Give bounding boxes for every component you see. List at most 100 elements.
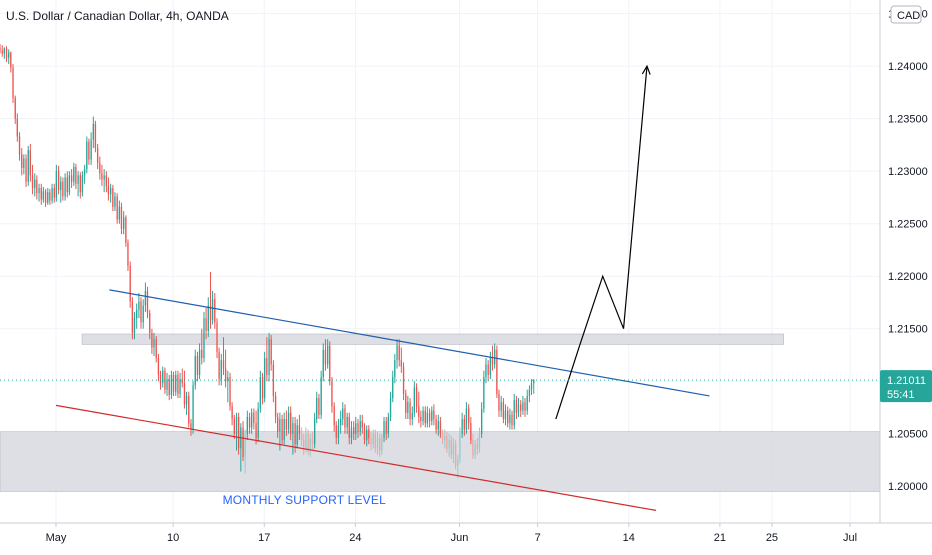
candle-down <box>270 339 272 365</box>
candle-up <box>192 385 194 430</box>
candle-up <box>144 290 147 306</box>
candle-down <box>96 148 99 163</box>
candle-up <box>387 416 389 434</box>
candle-up <box>133 318 136 333</box>
candle-down <box>157 358 160 375</box>
candle-up <box>175 374 177 392</box>
candle-up <box>244 433 246 457</box>
candle-down <box>1 50 3 54</box>
candle-up <box>259 377 262 409</box>
price-tick-label: 1.22000 <box>888 271 928 283</box>
candle-down <box>222 360 225 369</box>
candle-down <box>420 416 422 422</box>
candle-up <box>513 400 515 426</box>
candle-up <box>166 379 168 390</box>
candle-down <box>294 423 296 445</box>
candle-down <box>10 52 12 68</box>
candle-down <box>70 175 73 182</box>
candle-up <box>8 52 10 58</box>
arrow-head <box>641 64 651 75</box>
candle-down <box>524 402 526 411</box>
candle-up <box>376 437 379 449</box>
candle-up <box>42 191 45 200</box>
candle-up <box>350 427 353 438</box>
time-tick-label: 25 <box>766 532 778 544</box>
candle-up <box>68 175 71 193</box>
candle-up <box>122 217 125 229</box>
time-tick-label: 17 <box>258 532 270 544</box>
candle-up <box>142 305 144 323</box>
candle-up <box>263 358 266 399</box>
candle-up <box>279 419 281 432</box>
candle-down <box>14 97 16 119</box>
candle-down <box>300 433 303 441</box>
candle-down <box>333 406 335 426</box>
time-axis[interactable]: May 10 17 24 Jun 7 14 21 25 Jul <box>0 522 932 550</box>
candle-down <box>496 349 498 394</box>
candle-up <box>103 175 105 180</box>
candle-up <box>23 158 25 169</box>
candle-down <box>467 408 470 424</box>
price-axis[interactable]: 1.245001.240001.235001.230001.225001.220… <box>879 0 932 523</box>
candle-down <box>233 419 235 434</box>
candle-down <box>196 356 199 375</box>
candle-down <box>324 349 327 365</box>
price-tick-label: 1.23000 <box>888 166 928 178</box>
time-tick-label: Jul <box>843 532 857 544</box>
currency-button[interactable]: CAD <box>890 5 922 24</box>
candle-down <box>441 433 444 441</box>
candle-down <box>450 440 452 455</box>
candle-down <box>433 410 435 420</box>
time-axis-ticks: May 10 17 24 Jun 7 14 21 25 Jul <box>46 523 857 544</box>
projected-path <box>555 66 648 420</box>
candle-down <box>454 444 457 466</box>
candle-down <box>57 171 60 191</box>
candle-down <box>168 379 170 395</box>
last-price-value: 1.21011 <box>887 375 926 387</box>
price-tick-label: 1.24000 <box>888 61 928 73</box>
candle-down <box>379 437 381 451</box>
currency-label: CAD <box>897 10 920 22</box>
resistance-zone <box>81 333 784 345</box>
lower-trendline <box>55 404 657 511</box>
candle-up <box>394 360 396 378</box>
candle-down <box>353 427 355 434</box>
candle-up <box>355 423 357 434</box>
candle-down <box>463 419 466 430</box>
candle-down <box>511 414 513 426</box>
time-tick-label: 24 <box>349 532 361 544</box>
candle-down <box>361 421 363 428</box>
candle-up <box>396 345 398 361</box>
candle-up <box>465 408 468 430</box>
candle-down <box>476 444 479 449</box>
bar-countdown: 55:41 <box>887 389 915 401</box>
candle-up <box>292 423 294 434</box>
candle-up <box>530 383 533 390</box>
candle-down <box>44 191 47 203</box>
candle-up <box>83 169 86 176</box>
candle-up <box>283 419 285 441</box>
candle-down <box>18 136 21 155</box>
candle-down <box>253 412 255 424</box>
candle-down <box>177 374 179 394</box>
candle-up <box>422 410 424 422</box>
candle-down <box>190 423 192 430</box>
candle-up <box>207 305 209 331</box>
candle-up <box>138 301 140 310</box>
candle-up <box>372 433 374 445</box>
candle-up <box>383 421 385 438</box>
candle-down <box>266 358 268 375</box>
candle-up <box>459 433 461 459</box>
candle-up <box>320 377 322 415</box>
candle-up <box>55 171 58 198</box>
candle-down <box>12 67 14 98</box>
candle-down <box>127 242 129 266</box>
candle-down <box>209 305 212 321</box>
time-tick-label: Jun <box>451 532 469 544</box>
candle-down <box>276 416 279 432</box>
candle-down <box>31 175 34 188</box>
candle-up <box>494 349 496 365</box>
candle-up <box>170 374 173 395</box>
candle-down <box>329 345 331 382</box>
candle-up <box>431 410 433 422</box>
